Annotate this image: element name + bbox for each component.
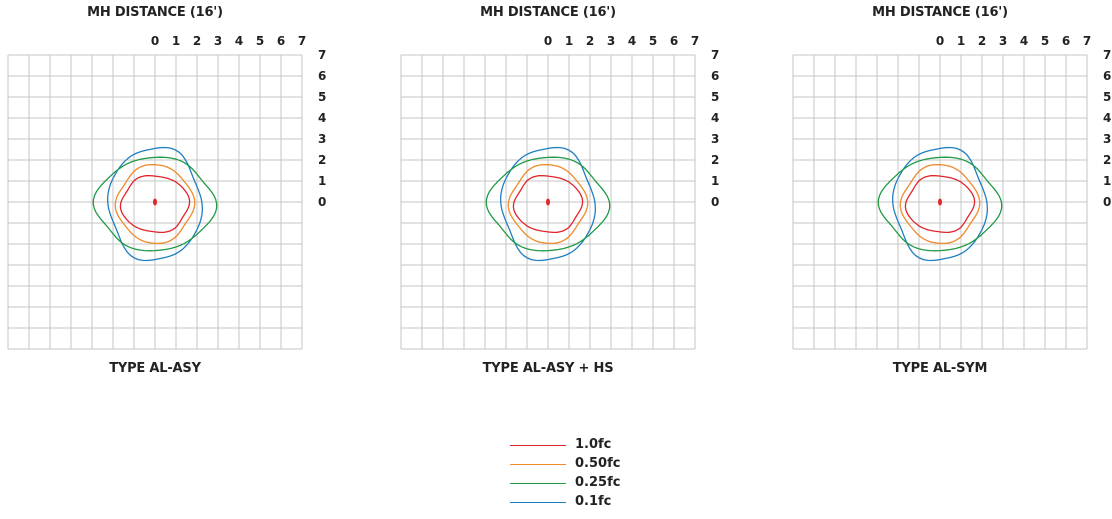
x-tick-label: 5 xyxy=(256,34,264,48)
x-tick-label: 0 xyxy=(151,34,159,48)
y-tick-label: 6 xyxy=(318,69,326,83)
contour-line xyxy=(877,156,1003,252)
y-tick-label: 7 xyxy=(318,48,326,62)
y-tick-label: 2 xyxy=(711,153,719,167)
x-tick-label: 5 xyxy=(649,34,657,48)
y-tick-label: 5 xyxy=(711,90,719,104)
grid xyxy=(400,54,696,350)
plot-title: MH DISTANCE (16') xyxy=(87,5,223,20)
x-tick-label: 6 xyxy=(277,34,285,48)
y-tick-label: 7 xyxy=(711,48,719,62)
legend-label: 1.0fc xyxy=(575,437,612,452)
x-tick-label: 4 xyxy=(235,34,243,48)
plot-subtitle: TYPE AL-SYM xyxy=(892,361,988,376)
y-tick-label: 3 xyxy=(318,132,326,146)
contour-line xyxy=(106,146,204,262)
x-tick-label: 5 xyxy=(1041,34,1049,48)
luminaire-marker xyxy=(153,198,157,206)
y-tick-label: 7 xyxy=(1103,48,1111,62)
contour-line xyxy=(904,174,976,234)
luminaire-marker xyxy=(938,198,942,206)
y-tick-label: 4 xyxy=(318,111,326,125)
x-tick-label: 1 xyxy=(957,34,965,48)
grid xyxy=(7,54,303,350)
x-tick-label: 4 xyxy=(628,34,636,48)
contour-line xyxy=(899,163,981,245)
y-tick-label: 3 xyxy=(1103,132,1111,146)
x-tick-label: 6 xyxy=(1062,34,1070,48)
y-tick-label: 4 xyxy=(1103,111,1111,125)
y-tick-label: 1 xyxy=(711,174,719,188)
x-tick-label: 7 xyxy=(691,34,699,48)
y-tick-label: 1 xyxy=(318,174,326,188)
x-tick-label: 3 xyxy=(607,34,615,48)
y-tick-label: 5 xyxy=(318,90,326,104)
legend-swatch xyxy=(510,464,566,465)
y-tick-label: 0 xyxy=(1103,195,1111,209)
y-tick-label: 3 xyxy=(711,132,719,146)
y-tick-label: 4 xyxy=(711,111,719,125)
legend-label: 0.25fc xyxy=(575,475,621,490)
y-tick-label: 1 xyxy=(1103,174,1111,188)
y-tick-label: 2 xyxy=(1103,153,1111,167)
plot-subtitle: TYPE AL-ASY + HS xyxy=(482,361,614,376)
x-tick-label: 3 xyxy=(214,34,222,48)
x-tick-label: 0 xyxy=(936,34,944,48)
x-tick-label: 1 xyxy=(565,34,573,48)
y-tick-label: 0 xyxy=(711,195,719,209)
contour-line xyxy=(512,174,584,234)
y-tick-label: 6 xyxy=(1103,69,1111,83)
contour-line xyxy=(114,163,196,245)
contour-line xyxy=(499,146,597,262)
contour-line xyxy=(485,156,611,252)
legend-swatch xyxy=(510,445,566,446)
luminaire-marker xyxy=(546,198,550,206)
x-tick-label: 7 xyxy=(1083,34,1091,48)
x-tick-label: 3 xyxy=(999,34,1007,48)
x-tick-label: 4 xyxy=(1020,34,1028,48)
contour-line xyxy=(507,163,589,245)
legend-swatch xyxy=(510,483,566,484)
x-tick-label: 2 xyxy=(978,34,986,48)
y-tick-label: 6 xyxy=(711,69,719,83)
contour-line xyxy=(92,156,218,252)
plot-subtitle: TYPE AL-ASY xyxy=(109,361,201,376)
y-tick-label: 2 xyxy=(318,153,326,167)
x-tick-label: 2 xyxy=(586,34,594,48)
contour-line xyxy=(119,174,191,234)
contour-line xyxy=(891,146,989,262)
legend-swatch xyxy=(510,502,566,503)
x-tick-label: 7 xyxy=(298,34,306,48)
x-tick-label: 1 xyxy=(172,34,180,48)
x-tick-label: 0 xyxy=(544,34,552,48)
x-tick-label: 2 xyxy=(193,34,201,48)
legend-label: 0.1fc xyxy=(575,494,612,509)
y-tick-label: 5 xyxy=(1103,90,1111,104)
legend-label: 0.50fc xyxy=(575,456,621,471)
x-tick-label: 6 xyxy=(670,34,678,48)
plot-title: MH DISTANCE (16') xyxy=(480,5,616,20)
y-tick-label: 0 xyxy=(318,195,326,209)
plot-title: MH DISTANCE (16') xyxy=(872,5,1008,20)
